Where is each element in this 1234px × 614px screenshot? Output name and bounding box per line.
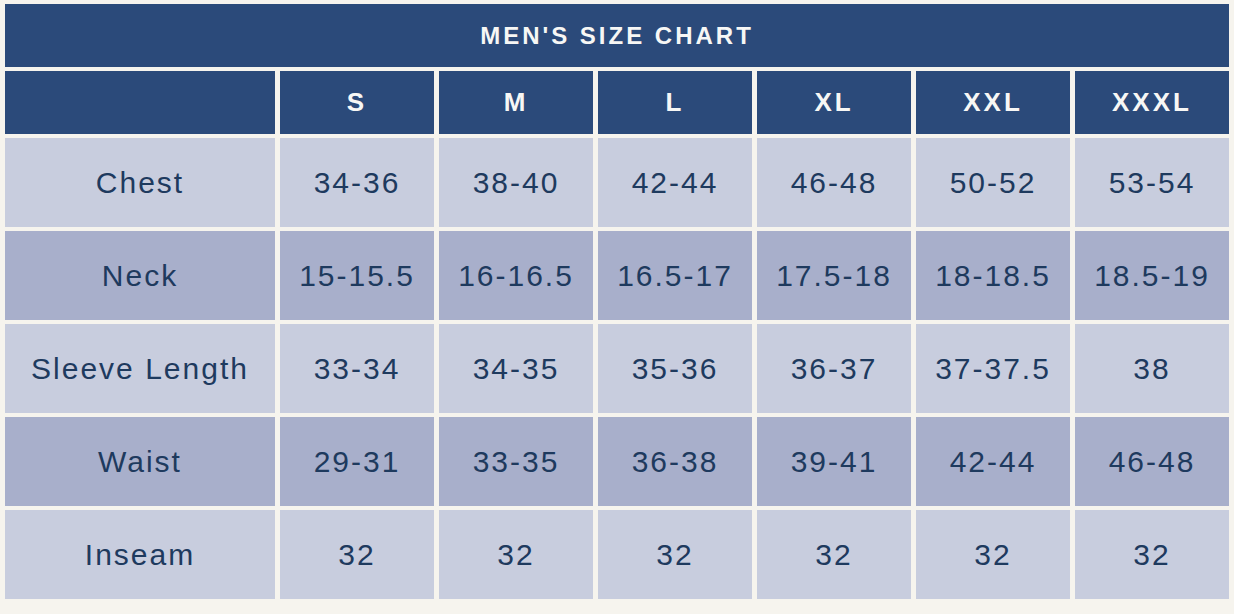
waist-l: 36-38	[598, 417, 752, 506]
waist-s: 29-31	[280, 417, 434, 506]
table-row-chest: Chest 34-36 38-40 42-44 46-48 50-52 53-5…	[5, 138, 1229, 227]
neck-l: 16.5-17	[598, 231, 752, 320]
size-header-row: S M L XL XXL XXXL	[5, 71, 1229, 134]
table-title: MEN'S SIZE CHART	[5, 4, 1229, 67]
row-label-chest: Chest	[5, 138, 275, 227]
corner-cell	[5, 71, 275, 134]
inseam-xxl: 32	[916, 510, 1070, 599]
col-header-m: M	[439, 71, 593, 134]
inseam-s: 32	[280, 510, 434, 599]
row-label-neck: Neck	[5, 231, 275, 320]
waist-xxxl: 46-48	[1075, 417, 1229, 506]
inseam-m: 32	[439, 510, 593, 599]
chest-l: 42-44	[598, 138, 752, 227]
sleeve-s: 33-34	[280, 324, 434, 413]
chest-xl: 46-48	[757, 138, 911, 227]
col-header-xxxl: XXXL	[1075, 71, 1229, 134]
neck-m: 16-16.5	[439, 231, 593, 320]
mens-size-chart-table: MEN'S SIZE CHART S M L XL XXL XXXL Chest…	[0, 0, 1234, 603]
table-row-neck: Neck 15-15.5 16-16.5 16.5-17 17.5-18 18-…	[5, 231, 1229, 320]
neck-xxl: 18-18.5	[916, 231, 1070, 320]
chest-xxl: 50-52	[916, 138, 1070, 227]
col-header-l: L	[598, 71, 752, 134]
row-label-waist: Waist	[5, 417, 275, 506]
inseam-xxxl: 32	[1075, 510, 1229, 599]
sleeve-xxxl: 38	[1075, 324, 1229, 413]
neck-xl: 17.5-18	[757, 231, 911, 320]
chest-xxxl: 53-54	[1075, 138, 1229, 227]
table-row-sleeve-length: Sleeve Length 33-34 34-35 35-36 36-37 37…	[5, 324, 1229, 413]
chest-m: 38-40	[439, 138, 593, 227]
neck-s: 15-15.5	[280, 231, 434, 320]
col-header-xxl: XXL	[916, 71, 1070, 134]
col-header-s: S	[280, 71, 434, 134]
title-row: MEN'S SIZE CHART	[5, 4, 1229, 67]
sleeve-xxl: 37-37.5	[916, 324, 1070, 413]
table-row-waist: Waist 29-31 33-35 36-38 39-41 42-44 46-4…	[5, 417, 1229, 506]
sleeve-l: 35-36	[598, 324, 752, 413]
inseam-l: 32	[598, 510, 752, 599]
col-header-xl: XL	[757, 71, 911, 134]
table-row-inseam: Inseam 32 32 32 32 32 32	[5, 510, 1229, 599]
waist-xxl: 42-44	[916, 417, 1070, 506]
inseam-xl: 32	[757, 510, 911, 599]
neck-xxxl: 18.5-19	[1075, 231, 1229, 320]
chest-s: 34-36	[280, 138, 434, 227]
row-label-sleeve-length: Sleeve Length	[5, 324, 275, 413]
row-label-inseam: Inseam	[5, 510, 275, 599]
sleeve-xl: 36-37	[757, 324, 911, 413]
waist-xl: 39-41	[757, 417, 911, 506]
sleeve-m: 34-35	[439, 324, 593, 413]
waist-m: 33-35	[439, 417, 593, 506]
